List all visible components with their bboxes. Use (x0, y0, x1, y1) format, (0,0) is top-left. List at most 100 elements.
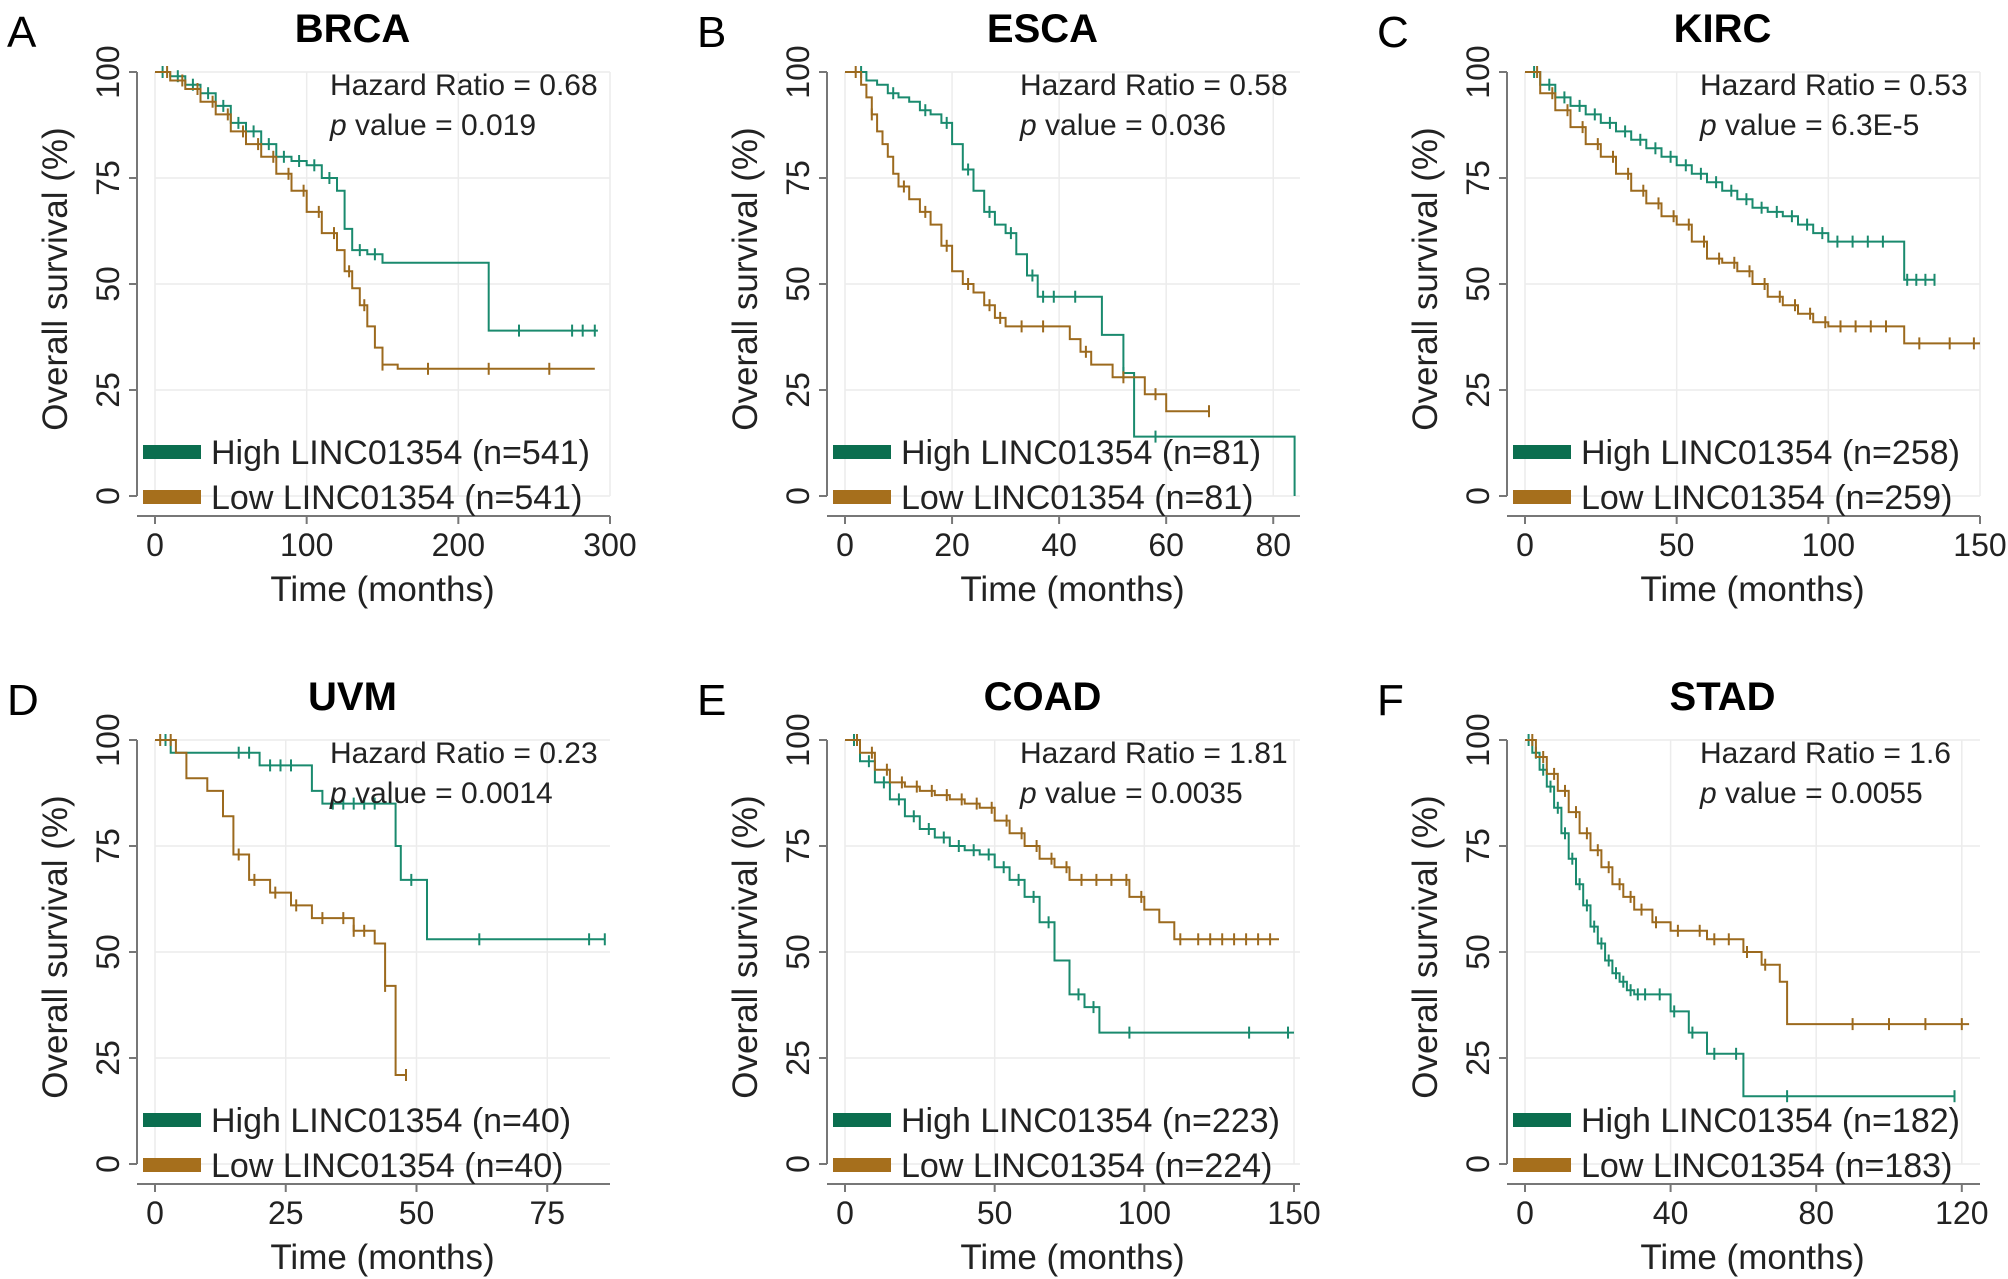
x-axis-title: Time (months) (1640, 1238, 1864, 1277)
hazard-ratio-annotation: Hazard Ratio = 0.68 (330, 69, 598, 102)
legend-label: High LINC01354 (n=81) (901, 434, 1261, 472)
legend-label: Low LINC01354 (n=40) (211, 1147, 564, 1185)
legend-swatch (1513, 1158, 1571, 1172)
p-value-label: value = (1717, 777, 1831, 810)
y-tick-label: 50 (1460, 934, 1496, 970)
series-low (1525, 734, 1970, 1031)
x-tick-label: 0 (146, 1195, 164, 1231)
series-low (155, 66, 595, 375)
series-high (155, 734, 606, 946)
hazard-ratio-annotation: Hazard Ratio = 0.23 (330, 737, 598, 770)
x-tick-label: 0 (1516, 527, 1534, 563)
x-tick-label: 50 (1659, 527, 1695, 563)
hazard-ratio-label: Hazard Ratio = (1020, 737, 1229, 770)
y-tick-label: 0 (1460, 487, 1496, 505)
p-italic-label: p (329, 109, 347, 142)
hazard-ratio-value: 0.23 (539, 737, 597, 770)
legend-label: High LINC01354 (n=40) (211, 1102, 571, 1140)
x-tick-label: 100 (280, 527, 333, 563)
p-value-label: value = (1037, 109, 1151, 142)
series-high (845, 734, 1294, 1039)
legend-label: High LINC01354 (n=541) (211, 434, 590, 472)
x-axis-title: Time (months) (1640, 570, 1864, 609)
hazard-ratio-annotation: Hazard Ratio = 1.81 (1020, 737, 1288, 770)
x-tick-label: 120 (1935, 1195, 1988, 1231)
x-axis-title: Time (months) (960, 570, 1184, 609)
y-tick-label: 50 (90, 266, 126, 302)
y-tick-label: 100 (90, 713, 126, 766)
hazard-ratio-label: Hazard Ratio = (1700, 69, 1909, 102)
hazard-ratio-label: Hazard Ratio = (330, 737, 539, 770)
series-high (1525, 66, 1936, 286)
y-tick-label: 25 (780, 372, 816, 408)
x-tick-label: 75 (529, 1195, 565, 1231)
series-low (1525, 66, 1980, 350)
panel-letter: B (697, 8, 726, 57)
legend-swatch (143, 1113, 201, 1127)
survival-curve (845, 71, 1209, 413)
y-tick-label: 0 (780, 1155, 816, 1173)
hazard-ratio-annotation: Hazard Ratio = 0.53 (1700, 69, 1968, 102)
legend-label: Low LINC01354 (n=259) (1581, 479, 1952, 517)
p-italic-label: p (1019, 109, 1037, 142)
legend-label: Low LINC01354 (n=541) (211, 479, 582, 517)
y-tick-label: 25 (90, 1040, 126, 1076)
y-tick-label: 100 (780, 713, 816, 766)
y-tick-label: 75 (90, 828, 126, 864)
legend-swatch (143, 445, 201, 459)
y-tick-label: 75 (1460, 828, 1496, 864)
y-tick-label: 25 (90, 372, 126, 408)
panel-letter: F (1377, 676, 1404, 725)
series-low (845, 66, 1210, 418)
hazard-ratio-label: Hazard Ratio = (330, 69, 539, 102)
y-tick-label: 0 (780, 487, 816, 505)
p-italic-label: p (1699, 109, 1717, 142)
survival-curve (155, 71, 598, 332)
km-panel-uvm: D UVM 0 25 50 75 100 0 25 50 75 Time (months) Overal… (7, 675, 610, 1277)
km-panel-coad: E COAD 0 25 50 75 100 0 50 100 150 Time (months) Ove… (697, 675, 1321, 1277)
panel-title: KIRC (1674, 7, 1772, 51)
survival-curve (1525, 71, 1935, 281)
panel-title: COAD (984, 675, 1102, 719)
hazard-ratio-label: Hazard Ratio = (1700, 737, 1909, 770)
legend-swatch (143, 490, 201, 504)
p-value-value: 0.0055 (1831, 777, 1923, 810)
p-italic-label: p (1699, 777, 1717, 810)
hazard-ratio-annotation: Hazard Ratio = 0.58 (1020, 69, 1288, 102)
y-tick-label: 100 (780, 45, 816, 98)
series-high (1525, 734, 1956, 1103)
y-axis-title: Overall survival (%) (36, 127, 75, 430)
y-tick-label: 0 (90, 487, 126, 505)
legend-swatch (833, 1113, 891, 1127)
hazard-ratio-value: 1.6 (1909, 737, 1951, 770)
legend-label: Low LINC01354 (n=81) (901, 479, 1254, 517)
y-tick-label: 75 (90, 160, 126, 196)
hazard-ratio-label: Hazard Ratio = (1020, 69, 1229, 102)
y-axis-title: Overall survival (%) (726, 127, 765, 430)
km-panel-stad: F STAD 0 25 50 75 100 0 40 80 120 Time (months) Over… (1377, 675, 1988, 1277)
p-value-annotation: p value = 6.3E-5 (1699, 109, 1919, 142)
x-tick-label: 0 (836, 527, 854, 563)
p-value-value: 0.019 (461, 109, 536, 142)
p-italic-label: p (1019, 777, 1037, 810)
legend-swatch (833, 490, 891, 504)
y-tick-label: 75 (780, 828, 816, 864)
survival-curve (155, 71, 595, 370)
y-tick-label: 100 (1460, 45, 1496, 98)
legend-label: High LINC01354 (n=182) (1581, 1102, 1960, 1140)
x-tick-label: 40 (1041, 527, 1077, 563)
x-axis-title: Time (months) (960, 1238, 1184, 1277)
km-panel-esca: B ESCA 0 25 50 75 100 0 20 40 60 80 Time (months) Ove… (697, 7, 1300, 609)
p-value-label: value = (347, 109, 461, 142)
p-value-label: value = (1037, 777, 1151, 810)
panel-letter: C (1377, 8, 1409, 57)
p-value-annotation: p value = 0.0014 (329, 777, 553, 810)
y-tick-label: 50 (780, 934, 816, 970)
panel-title: UVM (308, 675, 397, 719)
y-tick-label: 25 (780, 1040, 816, 1076)
series-low (845, 734, 1279, 946)
survival-curve (155, 739, 605, 941)
x-tick-label: 80 (1255, 527, 1291, 563)
y-tick-label: 25 (1460, 372, 1496, 408)
